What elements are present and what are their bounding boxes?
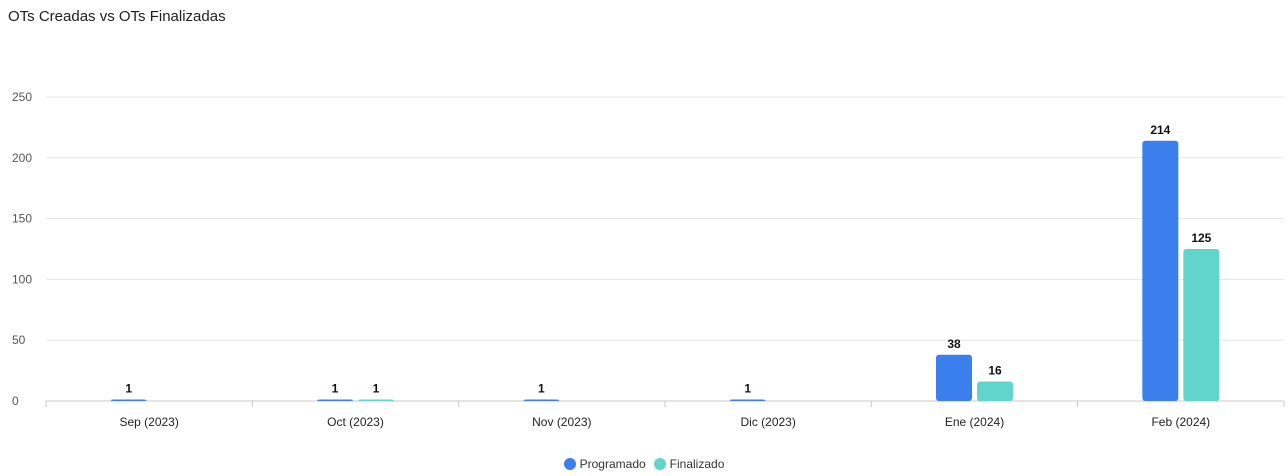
x-tick-label: Sep (2023) — [119, 415, 178, 429]
chart-title: OTs Creadas vs OTs Finalizadas — [8, 8, 226, 25]
legend-item-programado[interactable]: Programado — [563, 457, 646, 471]
data-label: 1 — [332, 382, 339, 396]
data-label: 125 — [1191, 231, 1211, 245]
data-label: 1 — [125, 382, 132, 396]
legend-swatch-programado — [563, 458, 576, 470]
bar-chart: 0 50 100 150 200 250 Sep (2023) 1 Oct (2023) 1 1 No… — [12, 90, 1285, 429]
x-tick-label: Ene (2024) — [945, 415, 1004, 429]
data-label: 214 — [1150, 123, 1170, 137]
bar-programado-5 — [1142, 140, 1179, 401]
x-tick-label: Feb (2024) — [1151, 415, 1210, 429]
data-label: 1 — [538, 382, 545, 396]
bar-finalizado-1 — [358, 399, 394, 401]
y-tick-label: 0 — [12, 394, 19, 408]
bar-programado-2 — [523, 399, 560, 401]
legend-swatch-finalizado — [653, 458, 666, 470]
y-tick-label: 50 — [12, 333, 26, 347]
y-tick-label: 200 — [12, 151, 32, 165]
legend-label-programado: Programado — [579, 457, 646, 471]
legend-item-finalizado[interactable]: Finalizado — [653, 457, 725, 471]
bar-programado-3 — [729, 399, 766, 401]
legend-label-finalizado: Finalizado — [669, 457, 725, 471]
x-tick-label: Oct (2023) — [327, 415, 384, 429]
legend: Programado Finalizado — [0, 457, 1288, 471]
x-tick-label: Nov (2023) — [532, 415, 591, 429]
x-tick-label: Dic (2023) — [740, 415, 795, 429]
bar-programado-0 — [110, 399, 147, 401]
bar-finalizado-5 — [1183, 249, 1220, 401]
data-label: 1 — [373, 382, 380, 396]
y-tick-label: 150 — [12, 212, 32, 226]
data-label: 1 — [744, 382, 751, 396]
bar-programado-1 — [317, 399, 353, 401]
data-label: 16 — [988, 364, 1002, 378]
bar-programado-4 — [936, 354, 972, 401]
y-tick-label: 100 — [12, 272, 32, 286]
y-tick-label: 250 — [12, 90, 32, 104]
bar-finalizado-4 — [977, 381, 1013, 401]
data-label: 38 — [947, 337, 961, 351]
